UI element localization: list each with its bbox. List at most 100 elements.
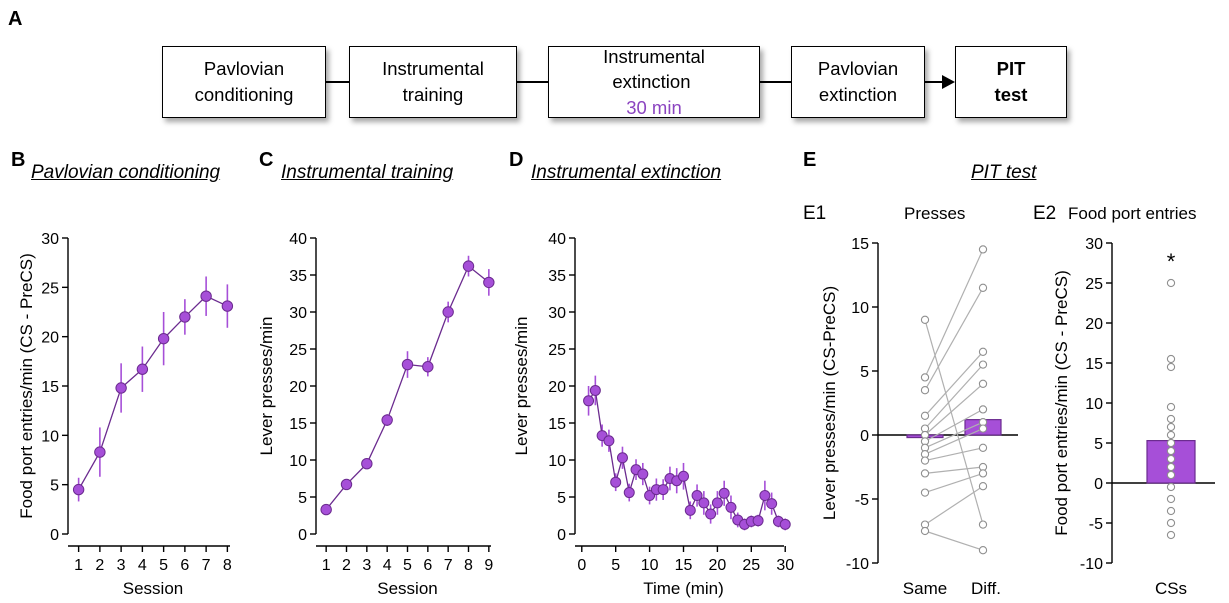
- subject-point: [978, 245, 988, 254]
- subject-line: [924, 319, 984, 525]
- data-point: [691, 490, 703, 502]
- panel-label-b: B: [11, 149, 26, 171]
- y-tick-label: -10: [846, 556, 869, 573]
- y-tick-label: 0: [50, 527, 59, 544]
- flow-connector: [760, 81, 791, 83]
- panel-title-d: Instrumental extinction: [531, 162, 722, 183]
- subject-line: [924, 530, 984, 551]
- x-tick-label: 7: [202, 557, 211, 574]
- y-tick-label: 0: [1094, 476, 1103, 493]
- data-point: [483, 276, 495, 289]
- x-tick-label: 25: [742, 557, 760, 574]
- y-tick-label: 30: [548, 305, 566, 322]
- subject-line: [924, 485, 984, 526]
- x-tick-label: 9: [484, 557, 493, 574]
- data-point: [221, 300, 234, 312]
- panel-label-c: C: [259, 149, 274, 171]
- data-point: [657, 484, 669, 496]
- subject-point: [1166, 354, 1176, 364]
- y-tick-label: 40: [289, 231, 307, 248]
- subject-point: [1166, 494, 1176, 504]
- data-point: [725, 501, 737, 513]
- subject-line: [924, 428, 984, 455]
- data-point: [381, 414, 393, 426]
- flow-arrow-line: [925, 81, 945, 83]
- x-category-label: Same: [903, 579, 947, 598]
- panel-label-a: A: [8, 8, 23, 30]
- subject-point: [920, 526, 930, 536]
- x-tick-label: 5: [159, 557, 168, 574]
- panel-label-e2: E2: [1033, 203, 1057, 224]
- y-tick-label: 15: [1085, 356, 1103, 373]
- data-point: [157, 332, 170, 345]
- subject-point: [978, 469, 988, 478]
- flow-box-instrumental-extinction: Instrumental extinction 30 min: [548, 46, 760, 118]
- x-tick-label: 30: [776, 557, 794, 574]
- panel-label-e1: E1: [803, 203, 827, 224]
- chart-e1: -10 -5 0 5 10 15 Lever presses/min (CS-PreCS) S…: [820, 236, 1018, 598]
- data-point: [340, 478, 353, 491]
- y-tick-label: 20: [289, 379, 307, 396]
- flow-box-pavlovian-conditioning: Pavlovian conditioning: [162, 46, 326, 118]
- x-tick-label: 2: [342, 557, 351, 574]
- y-axis-label: Lever presses/min: [512, 317, 531, 456]
- data-point: [718, 487, 730, 499]
- y-tick-label: 15: [289, 416, 307, 433]
- x-tick-label: 5: [403, 557, 412, 574]
- x-tick-label: 8: [223, 557, 232, 574]
- subject-point: [978, 283, 988, 292]
- subplot-title-e1: Presses: [904, 204, 966, 223]
- flow-connector: [517, 81, 548, 83]
- x-tick-label: 6: [423, 557, 432, 574]
- data-point: [583, 395, 595, 407]
- duration-highlight: 30 min: [626, 96, 682, 118]
- y-tick-label: 10: [289, 453, 307, 470]
- subject-point: [978, 546, 988, 555]
- subject-point: [1166, 446, 1176, 456]
- subject-point: [978, 347, 988, 356]
- x-tick-label: 7: [444, 557, 453, 574]
- x-axis-label: Session: [377, 579, 437, 598]
- subject-point: [978, 424, 988, 433]
- subject-point: [1166, 422, 1176, 432]
- data-point: [442, 306, 454, 318]
- data-point: [705, 508, 717, 520]
- y-axis-label: Food port entries/min (CS - PreCS): [1052, 270, 1071, 535]
- x-tick-label: 15: [675, 557, 693, 574]
- x-tick-label: 2: [95, 557, 104, 574]
- x-tick-label: 0: [577, 557, 586, 574]
- subject-line: [924, 351, 984, 417]
- x-tick-label: 10: [641, 557, 659, 574]
- subject-line: [924, 472, 984, 494]
- y-tick-label: 10: [41, 428, 59, 445]
- subject-point: [1166, 430, 1176, 440]
- data-point: [361, 458, 373, 470]
- data-point: [401, 358, 414, 371]
- y-tick-label: 5: [860, 364, 869, 381]
- y-tick-label: 15: [41, 379, 59, 396]
- subject-point: [1166, 530, 1176, 540]
- significance-marker: *: [1167, 249, 1176, 274]
- data-point: [623, 487, 635, 499]
- data-point: [766, 498, 778, 510]
- subject-point: [1166, 362, 1176, 372]
- panel-title-c: Instrumental training: [281, 162, 454, 183]
- y-tick-label: 30: [289, 305, 307, 322]
- data-point: [684, 504, 696, 516]
- subject-line: [924, 466, 984, 474]
- y-tick-label: -5: [1089, 516, 1103, 533]
- x-tick-label: 5: [611, 557, 620, 574]
- x-axis-label: Time (min): [643, 579, 724, 598]
- data-point: [603, 435, 615, 447]
- data-point: [759, 490, 771, 502]
- y-tick-label: 15: [548, 416, 566, 433]
- flow-connector: [326, 81, 349, 83]
- y-tick-label: 5: [557, 490, 566, 507]
- subject-point: [920, 373, 930, 382]
- x-tick-label: 1: [74, 557, 83, 574]
- y-tick-label: 20: [1085, 316, 1103, 333]
- data-point: [678, 470, 689, 482]
- flow-box-pavlovian-extinction: Pavlovian extinction: [791, 46, 925, 118]
